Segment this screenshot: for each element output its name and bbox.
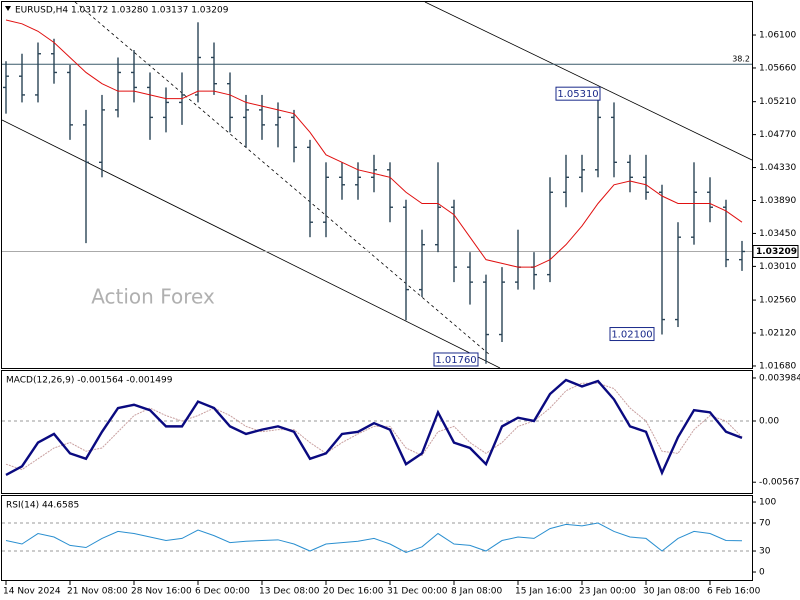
annotation-label: 1.02100	[611, 330, 652, 341]
last-price-box	[752, 244, 799, 258]
y-tick-label: 1.04770	[759, 130, 796, 140]
x-tick-label: 28 Nov 16:00	[131, 587, 192, 597]
y-tick-label: 1.03010	[759, 262, 796, 272]
watermark: Action Forex	[91, 285, 215, 309]
x-tick-label: 30 Jan 08:00	[643, 587, 700, 597]
macd-signal	[5, 382, 743, 471]
x-tick-label: 6 Feb 16:00	[707, 587, 761, 597]
x-tick-label: 23 Jan 00:00	[579, 587, 636, 597]
y-tick-label: 1.05660	[759, 63, 796, 73]
trend-line	[424, 1, 753, 161]
y-tick-label: 0	[759, 568, 765, 578]
y-tick-label: 0.00	[759, 416, 779, 426]
fibo-label: 38.2	[732, 55, 750, 64]
y-tick-label: 1.03450	[759, 229, 796, 239]
y-tick-label: 1.05210	[759, 97, 796, 107]
rsi-panel-frame	[1, 495, 753, 581]
y-tick-label: 70	[759, 519, 771, 529]
annotation-box	[555, 86, 601, 101]
rsi-line	[5, 522, 743, 553]
y-tick-label: 0.003984	[759, 373, 800, 383]
x-tick-label: 31 Dec 00:00	[387, 587, 448, 597]
x-tick-label: 8 Jan 08:00	[451, 587, 503, 597]
last-price-label: 1.03209	[756, 247, 797, 257]
x-tick-label: 6 Dec 00:00	[195, 587, 250, 597]
annotation-box	[609, 327, 655, 342]
channel-line	[1, 119, 501, 369]
x-tick-label: 21 Nov 08:00	[67, 587, 128, 597]
header: EURUSD,H4 1.03172 1.03280 1.03137 1.0320…	[15, 6, 229, 16]
price-panel-frame	[1, 1, 753, 369]
dashed-trend-line	[74, 1, 491, 356]
y-tick-label: 1.02120	[759, 329, 796, 339]
x-tick-label: 14 Nov 2024	[3, 587, 61, 597]
x-tick-label: 15 Jan 16:00	[515, 587, 572, 597]
y-tick-label: 100	[759, 498, 776, 508]
y-tick-label: 30	[759, 547, 771, 557]
y-tick-label: 1.02560	[759, 296, 796, 306]
annotation-label: 1.01760	[435, 355, 476, 366]
y-tick-label: 1.03890	[759, 196, 796, 206]
panel-title: RSI(14) 44.6585	[6, 501, 79, 511]
y-tick-label: 1.04330	[759, 163, 796, 173]
annotation-box	[433, 352, 479, 367]
y-tick-label: 1.06100	[759, 31, 796, 41]
x-tick-label: 13 Dec 08:00	[259, 587, 320, 597]
macd-line	[5, 378, 743, 477]
panel-title: MACD(12,26,9) -0.001564 -0.001499	[6, 376, 173, 386]
moving-average	[5, 19, 743, 268]
y-tick-label: -0.00567	[759, 478, 799, 488]
y-tick-label: 1.01680	[759, 361, 796, 371]
annotation-label: 1.05310	[557, 89, 598, 100]
x-tick-label: 20 Dec 16:00	[323, 587, 384, 597]
header-icon	[5, 6, 11, 11]
macd-panel-frame	[1, 370, 753, 494]
